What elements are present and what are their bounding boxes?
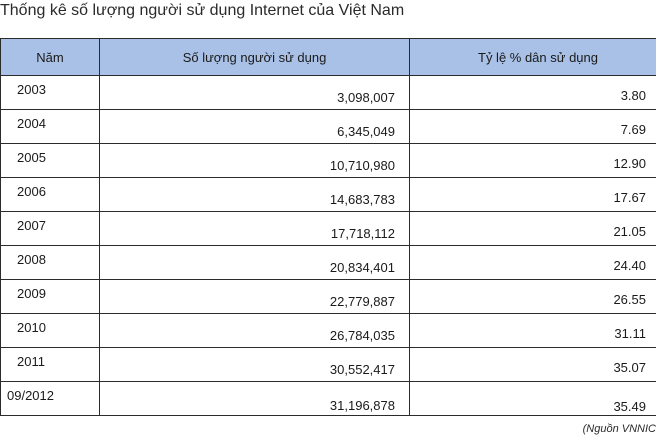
cell-year: 09/2012	[0, 381, 100, 416]
table-row: 2004 6,345,049 7.69	[0, 109, 656, 144]
page-title: Thống kê số lượng người sử dụng Internet…	[0, 2, 405, 19]
table-row: 2009 22,779,887 26.55	[0, 279, 656, 314]
internet-users-table: Năm Số lượng người sử dụng Tỷ lệ % dân s…	[0, 38, 656, 416]
cell-year: 2010	[0, 313, 100, 348]
cell-year: 2009	[0, 279, 100, 314]
cell-percent: 3.80	[409, 75, 656, 110]
table-row: 2006 14,683,783 17.67	[0, 177, 656, 212]
cell-year: 2011	[0, 347, 100, 382]
table-row: 2011 30,552,417 35.07	[0, 347, 656, 382]
header-year: Năm	[0, 38, 100, 76]
cell-percent: 31.11	[409, 313, 656, 348]
cell-year: 2006	[0, 177, 100, 212]
cell-users: 10,710,980	[99, 143, 410, 178]
table-row: 2008 20,834,401 24.40	[0, 245, 656, 280]
cell-users: 31,196,878	[99, 381, 410, 416]
cell-users: 26,784,035	[99, 313, 410, 348]
cell-year: 2008	[0, 245, 100, 280]
cell-year: 2003	[0, 75, 100, 110]
header-users: Số lượng người sử dụng	[99, 38, 410, 76]
source-note: (Nguồn VNNIC	[582, 423, 656, 435]
cell-users: 6,345,049	[99, 109, 410, 144]
table-row: 2003 3,098,007 3.80	[0, 75, 656, 110]
cell-users: 22,779,887	[99, 279, 410, 314]
header-percent: Tỷ lệ % dân sử dụng	[409, 38, 656, 76]
cell-users: 14,683,783	[99, 177, 410, 212]
cell-users: 30,552,417	[99, 347, 410, 382]
cell-year: 2005	[0, 143, 100, 178]
cell-users: 3,098,007	[99, 75, 410, 110]
cell-percent: 24.40	[409, 245, 656, 280]
cell-percent: 35.49	[409, 381, 656, 416]
cell-users: 20,834,401	[99, 245, 410, 280]
cell-year: 2007	[0, 211, 100, 246]
table-row: 2010 26,784,035 31.11	[0, 313, 656, 348]
table-header-row: Năm Số lượng người sử dụng Tỷ lệ % dân s…	[0, 38, 656, 76]
cell-users: 17,718,112	[99, 211, 410, 246]
cell-percent: 7.69	[409, 109, 656, 144]
cell-percent: 17.67	[409, 177, 656, 212]
cell-year: 2004	[0, 109, 100, 144]
table-row: 09/2012 31,196,878 35.49	[0, 381, 656, 416]
table-row: 2005 10,710,980 12.90	[0, 143, 656, 178]
cell-percent: 12.90	[409, 143, 656, 178]
cell-percent: 35.07	[409, 347, 656, 382]
table-row: 2007 17,718,112 21.05	[0, 211, 656, 246]
cell-percent: 21.05	[409, 211, 656, 246]
cell-percent: 26.55	[409, 279, 656, 314]
